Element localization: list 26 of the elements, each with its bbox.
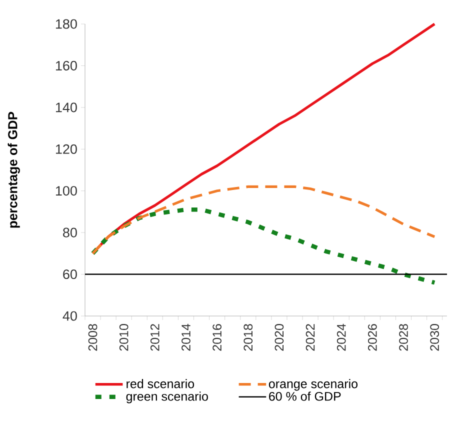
legend-label: 60 % of GDP xyxy=(269,392,341,401)
x-tick-label: 2010 xyxy=(119,324,128,351)
x-tick-label: 2026 xyxy=(368,324,377,351)
y-axis-title: percentage of GDP xyxy=(8,112,20,228)
y-tick-label: 140 xyxy=(56,102,77,112)
y-tick-label: 160 xyxy=(56,60,77,70)
legend-label: red scenario xyxy=(126,379,194,388)
x-tick-label: 2020 xyxy=(274,324,284,351)
legend-label: orange scenario xyxy=(268,379,358,391)
x-tick-label: 2014 xyxy=(182,324,190,351)
x-tick-label: 2018 xyxy=(244,324,253,351)
x-tick-label: 2022 xyxy=(306,324,315,351)
y-tick-label: 100 xyxy=(56,186,77,196)
x-tick-label: 2016 xyxy=(212,324,222,351)
y-tick-label: 80 xyxy=(63,228,77,238)
x-tick-label: 2008 xyxy=(88,324,98,351)
x-tick-label: 2028 xyxy=(399,324,408,351)
x-tick-label: 2024 xyxy=(336,324,346,351)
y-tick-label: 40 xyxy=(62,311,77,321)
x-tick-label: 2012 xyxy=(150,324,160,351)
x-tick-label: 2030 xyxy=(430,324,440,351)
y-tick-label: 180 xyxy=(56,19,77,29)
y-tick-label: 120 xyxy=(56,144,77,154)
line-series xyxy=(90,208,437,285)
legend-label: green scenario xyxy=(126,392,208,404)
y-tick-label: 60 xyxy=(63,270,77,280)
